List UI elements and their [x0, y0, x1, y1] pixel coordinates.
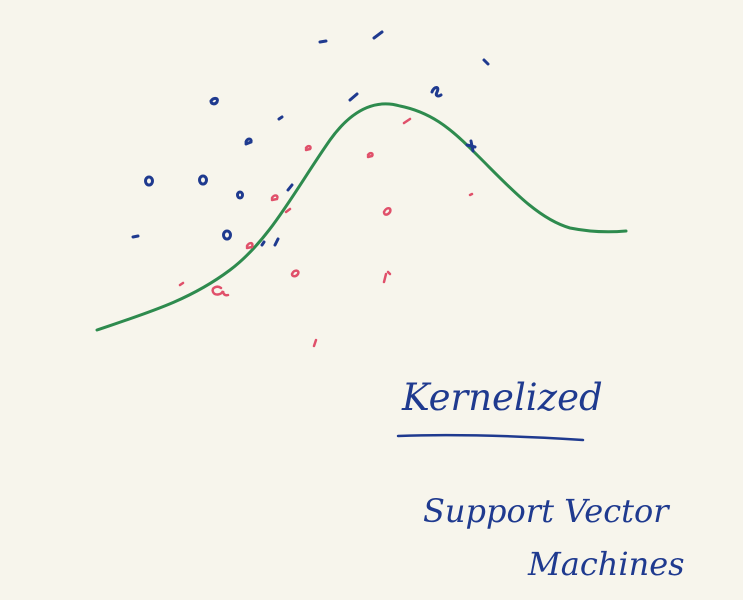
red-point — [245, 241, 254, 250]
blue-point — [131, 234, 140, 239]
red-point — [290, 269, 300, 278]
red-point — [366, 151, 374, 159]
blue-point — [286, 183, 294, 192]
decision-boundary-curve — [95, 102, 628, 332]
title-underline — [396, 433, 585, 442]
subtitle-line-2: Machines — [527, 545, 685, 583]
blue-point — [465, 139, 477, 153]
red-point — [312, 338, 318, 348]
red-point — [211, 285, 230, 297]
blue-point — [144, 175, 154, 187]
blue-point — [198, 174, 208, 186]
blue-class-points — [131, 30, 490, 247]
red-class-points — [178, 117, 474, 348]
red-point — [304, 144, 312, 152]
red-point — [402, 117, 412, 125]
blue-point — [372, 30, 384, 40]
blue-point — [318, 39, 328, 44]
blue-point — [244, 137, 253, 146]
blue-point — [236, 190, 244, 200]
red-point — [284, 207, 292, 214]
blue-point — [209, 97, 219, 106]
blue-point — [277, 115, 284, 121]
subtitle-line-1: Support Vector — [423, 492, 670, 530]
blue-point — [482, 58, 490, 66]
blue-point — [348, 92, 359, 102]
red-point — [468, 192, 474, 197]
title-text: Kernelized — [401, 376, 603, 419]
red-point — [382, 270, 392, 284]
blue-point — [260, 240, 266, 247]
red-point — [270, 194, 279, 202]
blue-point — [222, 229, 232, 241]
red-point — [178, 281, 185, 287]
red-point — [382, 207, 392, 216]
blue-point — [430, 86, 443, 98]
blue-point — [273, 237, 280, 247]
